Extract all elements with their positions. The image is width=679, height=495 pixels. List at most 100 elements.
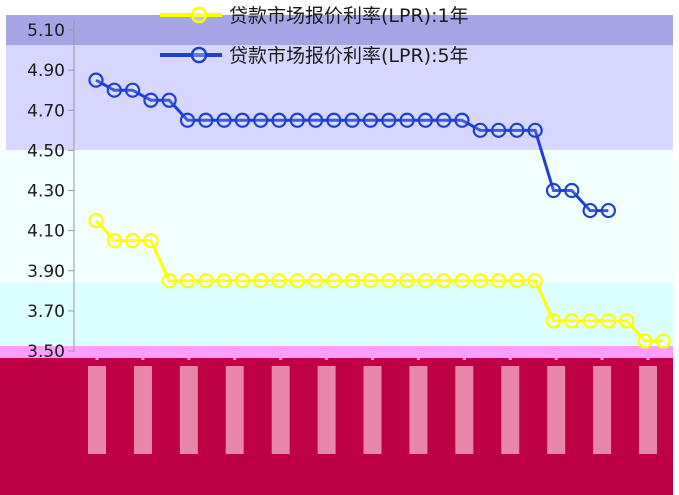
series-1-point-2 <box>106 233 122 249</box>
series-2-point-8 <box>216 112 232 128</box>
series-1-point-11 <box>271 273 287 289</box>
x-tick-label-11 <box>547 366 566 454</box>
series-2-point-22 <box>472 122 488 138</box>
series-2-point-29 <box>600 202 617 219</box>
series-1-point-19 <box>417 273 433 289</box>
series-2-point-21 <box>454 112 470 128</box>
x-tick-label-2 <box>133 366 152 454</box>
series-layer <box>88 72 671 349</box>
series-1-point-3 <box>125 233 141 249</box>
x-tick-label-1 <box>88 366 106 454</box>
series-1-point-1 <box>88 212 104 229</box>
y-tick-label-3: 4.70 <box>27 101 65 121</box>
series-2-point-24 <box>509 122 525 138</box>
series-1-point-18 <box>399 273 415 289</box>
background-band-1 <box>6 15 673 45</box>
series-2-point-18 <box>399 112 415 128</box>
x-tick-label-6 <box>317 366 336 454</box>
series-2-point-28 <box>582 202 598 219</box>
x-tick-label-3 <box>179 366 198 454</box>
series-1-point-24 <box>509 273 525 289</box>
series-2-point-25 <box>527 122 543 138</box>
x-tick-label-7 <box>363 366 382 454</box>
series-1-point-26 <box>545 313 562 329</box>
y-tick-label-4: 4.50 <box>27 141 65 161</box>
series-1-point-7 <box>198 273 214 289</box>
legend-label-2: 贷款市场报价利率(LPR):5年 <box>229 45 469 67</box>
series-1-point-17 <box>381 273 397 289</box>
series-2-point-13 <box>308 112 324 128</box>
series-1-point-16 <box>362 273 379 289</box>
series-2-point-26 <box>545 182 562 199</box>
series-1-point-15 <box>344 273 360 289</box>
series-2-point-16 <box>362 112 379 128</box>
series-2-point-19 <box>417 112 433 128</box>
series-1-point-14 <box>326 273 342 289</box>
x-tick-label-13 <box>639 366 657 454</box>
series-1-point-6 <box>179 273 196 289</box>
series-2-point-1 <box>88 72 104 88</box>
series-1-point-32 <box>655 333 671 349</box>
series-2-point-14 <box>326 112 342 128</box>
series-1-point-20 <box>436 273 452 289</box>
series-1 <box>88 212 671 349</box>
x-tick-label-9 <box>455 366 474 454</box>
series-1-point-13 <box>308 273 324 289</box>
y-tick-label-1: 5.10 <box>27 21 65 41</box>
series-2-point-12 <box>289 112 305 128</box>
series-2-point-2 <box>106 82 122 98</box>
x-tick-label-10 <box>501 366 520 454</box>
series-2-point-20 <box>436 112 452 128</box>
series-2-point-5 <box>161 92 177 108</box>
series-1-point-4 <box>143 233 159 249</box>
series-1-point-28 <box>582 313 598 329</box>
series-1-line <box>94 219 664 343</box>
series-2-point-4 <box>143 92 159 108</box>
y-tick-label-9: 3.50 <box>27 342 65 362</box>
legend-label-1: 贷款市场报价利率(LPR):1年 <box>229 5 469 27</box>
x-tick-label-4 <box>225 366 244 454</box>
x-tick-label-5 <box>271 366 290 454</box>
y-tick-label-8: 3.70 <box>27 302 65 322</box>
y-tick-label-7: 3.90 <box>27 262 65 282</box>
series-1-point-29 <box>600 313 617 329</box>
series-2-point-3 <box>125 82 141 98</box>
series-2-point-7 <box>198 112 214 128</box>
series-1-point-22 <box>472 273 488 289</box>
series-1-point-9 <box>234 273 250 289</box>
series-2-point-6 <box>179 112 196 128</box>
series-1-point-21 <box>454 273 470 289</box>
series-1-point-25 <box>527 273 543 289</box>
series-2-point-11 <box>271 112 287 128</box>
series-1-point-8 <box>216 273 232 289</box>
series-1-point-30 <box>619 313 635 329</box>
x-tick-label-12 <box>593 366 612 454</box>
legend-marker-2 <box>190 46 208 64</box>
series-2-point-15 <box>344 112 360 128</box>
x-axis <box>74 350 657 454</box>
series-2-point-10 <box>253 112 269 128</box>
background-band-2 <box>6 45 673 150</box>
series-2 <box>88 72 617 219</box>
series-2-point-9 <box>234 112 250 128</box>
background-band-4 <box>0 283 673 346</box>
series-2-point-17 <box>381 112 397 128</box>
series-1-point-31 <box>637 333 653 349</box>
y-tick-label-6: 4.10 <box>27 222 65 242</box>
legend-marker-1 <box>190 6 208 24</box>
x-tick-label-8 <box>409 366 428 454</box>
series-2-point-23 <box>491 122 507 138</box>
series-1-point-23 <box>491 273 507 289</box>
series-1-point-12 <box>289 273 305 289</box>
y-axis: 5.10 4.90 4.70 4.50 4.30 4.10 3.90 3.70 3.50 <box>27 20 75 362</box>
series-1-point-10 <box>253 273 269 289</box>
background-bands <box>0 15 673 495</box>
y-tick-label-2: 4.90 <box>27 61 65 81</box>
series-1-point-5 <box>161 273 177 289</box>
series-1-point-27 <box>564 313 580 329</box>
background-band-3 <box>0 150 673 283</box>
series-2-point-27 <box>564 182 580 199</box>
